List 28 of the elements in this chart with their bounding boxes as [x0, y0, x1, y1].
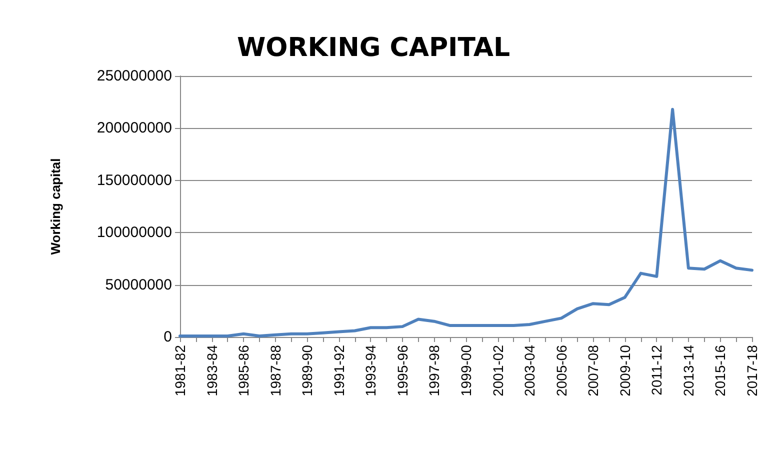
- x-tick-label: 2009-10: [616, 344, 633, 396]
- x-tick-label: 2011-12: [648, 344, 665, 396]
- y-tick-label: 50000000: [105, 276, 172, 294]
- y-tick-label: 0: [164, 328, 172, 346]
- y-tick-label: 200000000: [96, 120, 172, 137]
- x-tick-label: 1995-96: [394, 344, 410, 396]
- x-tick-label: 1989-90: [299, 344, 316, 396]
- chart-title: WORKING CAPITAL: [237, 33, 510, 63]
- x-tick-label: 1997-98: [426, 344, 442, 396]
- y-axis-title: Working capital: [48, 158, 63, 255]
- line-series: [178, 108, 754, 338]
- x-tick-label: 1985-86: [236, 344, 252, 396]
- y-tick-label: 150000000: [96, 172, 172, 189]
- x-tick-label: 1983-84: [204, 344, 220, 396]
- x-tick-label: 1993-94: [362, 344, 379, 396]
- x-tick-label: 1981-82: [172, 344, 188, 396]
- x-tick-label: 2017-18: [744, 344, 760, 396]
- x-tick-label: 2015-16: [712, 344, 728, 396]
- x-tick-label: 2005-06: [553, 344, 570, 396]
- x-tick-label: 2013-14: [680, 344, 696, 396]
- x-tick-label: 1991-92: [330, 344, 347, 396]
- x-tick-label: 2007-08: [585, 344, 602, 396]
- y-tick-label: 250000000: [96, 68, 172, 84]
- x-tick-label: 2001-02: [490, 344, 506, 396]
- x-tick-label: 1987-88: [267, 344, 284, 396]
- x-tick-label: 2003-04: [522, 344, 538, 396]
- x-tick-label: 1999-00: [458, 344, 474, 396]
- y-tick-label: 100000000: [96, 224, 172, 242]
